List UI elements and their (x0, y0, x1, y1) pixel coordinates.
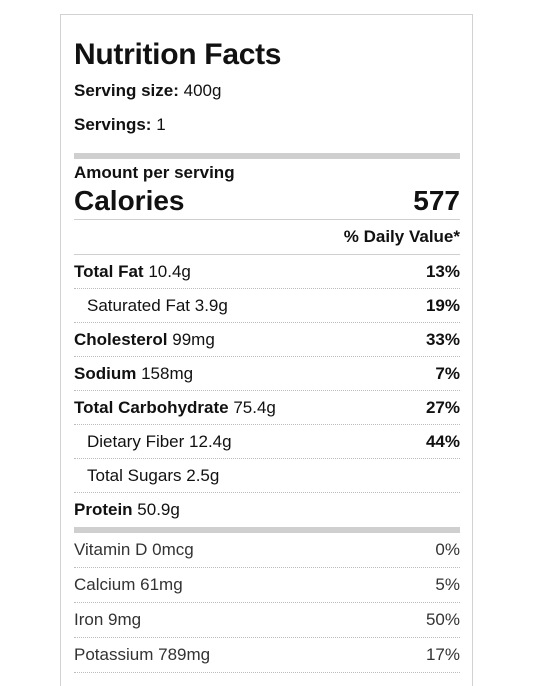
nutrient-amount: 2.5g (186, 465, 220, 485)
nutrient-amount: 99mg (172, 329, 215, 349)
nutrient-row-dietary-fiber: Dietary Fiber 12.4g 44% (74, 425, 460, 459)
nutrient-amount: 50.9g (137, 500, 180, 519)
vitamin-dv: 17% (425, 645, 460, 664)
panel-title: Nutrition Facts (74, 38, 282, 71)
calories-value: 577 (413, 185, 460, 216)
calories-row: Calories 577 (74, 183, 460, 220)
servings-value: 1 (156, 115, 166, 134)
nutrient-row-sodium: Sodium 158mg 7% (74, 357, 460, 391)
nutrient-dv: 7% (435, 363, 460, 383)
calories-label: Calories (74, 185, 185, 216)
vitamin-name: Calcium (74, 575, 136, 594)
nutrient-name: Saturated Fat (87, 295, 191, 315)
nutrient-dv: 27% (425, 397, 460, 417)
nutrient-name: Total Carbohydrate (74, 397, 229, 417)
nutrient-name: Total Fat (74, 261, 144, 281)
divider-thick (74, 527, 460, 533)
nutrient-row-total-sugars: Total Sugars 2.5g (74, 459, 460, 493)
nutrient-name: Sodium (74, 363, 137, 383)
vitamin-name: Iron (74, 610, 104, 629)
nutrient-row-protein: Protein 50.9g (74, 493, 460, 527)
servings-label: Servings: (74, 115, 152, 134)
divider-thick (74, 153, 460, 159)
servings-line: Servings: 1 (74, 108, 460, 142)
nutrient-name: Protein (74, 500, 133, 519)
nutrient-dv: 13% (425, 261, 460, 281)
vitamin-dv: 50% (425, 610, 460, 629)
vitamin-amount: 9mg (108, 610, 142, 629)
vitamin-amount: 789mg (158, 645, 211, 664)
serving-size-label: Serving size: (74, 81, 179, 100)
nutrient-row-cholesterol: Cholesterol 99mg 33% (74, 323, 460, 357)
vitamin-name: Potassium (74, 645, 154, 664)
nutrient-amount: 158mg (141, 363, 194, 383)
nutrient-row-saturated-fat: Saturated Fat 3.9g 19% (74, 289, 460, 323)
vitamin-amount: 0mcg (152, 540, 194, 559)
nutrient-row-total-fat: Total Fat 10.4g 13% (74, 255, 460, 289)
nutrient-amount: 75.4g (233, 397, 276, 417)
nutrient-dv: 19% (425, 295, 460, 315)
vitamin-dv: 5% (435, 575, 460, 594)
nutrient-amount: 3.9g (194, 295, 228, 315)
serving-size-line: Serving size: 400g (74, 74, 460, 108)
vitamin-row-vitamin-d: Vitamin D 0mcg 0% (74, 533, 460, 568)
vitamin-row-iron: Iron 9mg 50% (74, 603, 460, 638)
nutrient-name: Cholesterol (74, 329, 168, 349)
vitamin-name: Vitamin D (74, 540, 148, 559)
nutrient-amount: 10.4g (148, 261, 191, 281)
vitamin-dv: 0% (435, 540, 460, 559)
nutrient-name: Total Sugars (87, 465, 182, 485)
vitamin-row-calcium: Calcium 61mg 5% (74, 568, 460, 603)
vitamin-amount: 61mg (140, 575, 183, 594)
vitamin-row-potassium: Potassium 789mg 17% (74, 638, 460, 673)
nutrient-name: Dietary Fiber (87, 431, 185, 451)
nutrient-dv: 44% (425, 431, 460, 451)
nutrient-amount: 12.4g (189, 431, 232, 451)
nutrient-row-total-carbohydrate: Total Carbohydrate 75.4g 27% (74, 391, 460, 425)
nutrient-dv: 33% (425, 329, 460, 349)
amount-per-serving: Amount per serving (74, 163, 235, 182)
daily-value-header: % Daily Value* (74, 220, 460, 255)
serving-size-value: 400g (183, 81, 222, 100)
nutrition-facts-panel: Nutrition Facts Serving size: 400g Servi… (60, 14, 473, 686)
